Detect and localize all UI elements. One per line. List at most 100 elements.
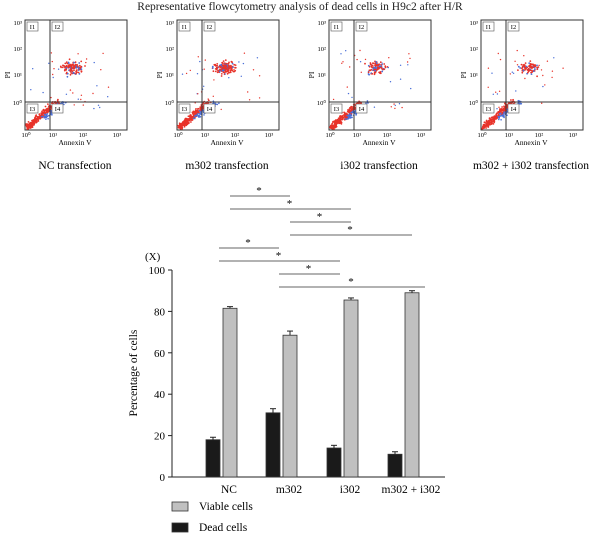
flow-x-tick-label: 10⁰ bbox=[21, 131, 31, 139]
y-tick-label: 80 bbox=[154, 306, 166, 318]
flow-y-axis-title: PI bbox=[155, 71, 164, 78]
quadrant-label: I3 bbox=[30, 106, 35, 113]
quadrant-label: I4 bbox=[55, 106, 61, 113]
flow-y-axis-title: PI bbox=[307, 71, 316, 78]
quadrant-label-box bbox=[51, 103, 64, 114]
bar-chart: 0 20 40 60 80 100 (X) Percentage of cells NC m302… bbox=[128, 251, 445, 496]
significance-star: * bbox=[245, 237, 251, 249]
legend-label-dead: Dead cells bbox=[199, 522, 248, 534]
bar-viable-cells bbox=[222, 307, 238, 478]
quadrant-label-box bbox=[507, 103, 520, 114]
flow-y-tick-label: 10¹ bbox=[470, 72, 479, 79]
bar-viable-cells bbox=[343, 299, 359, 478]
bar-dead-cells bbox=[265, 412, 281, 478]
significance-star: * bbox=[348, 276, 354, 288]
flow-y-tick-label: 10³ bbox=[166, 20, 175, 27]
legend-swatch-dead bbox=[171, 522, 189, 533]
bar-dead-cells bbox=[205, 439, 221, 478]
x-tick-label: i302 bbox=[340, 484, 361, 496]
quadrant-label: I1 bbox=[334, 24, 339, 31]
x-tick-label: NC bbox=[221, 484, 237, 496]
y-tick-label: 20 bbox=[154, 431, 166, 443]
flow-x-tick-label: 10³ bbox=[417, 132, 426, 139]
flow-x-tick-label: 10⁰ bbox=[477, 131, 487, 139]
flow-panel: I1 I2 I3 I4 10³ 10² 10¹ 10⁰ 10⁰ 10¹ 10² 10³ PI Annexi… bbox=[459, 19, 589, 172]
legend-swatch-viable bbox=[171, 501, 189, 512]
quadrant-label-box bbox=[355, 21, 368, 32]
quadrant-label-box bbox=[482, 103, 495, 114]
bar-dead-cells bbox=[326, 447, 342, 478]
flow-y-tick-label: 10¹ bbox=[14, 72, 23, 79]
quadrant-label: I2 bbox=[359, 24, 364, 31]
flow-x-axis-title: Annexin V bbox=[515, 138, 549, 147]
significance-star: * bbox=[317, 211, 323, 223]
quadrant-label-box bbox=[178, 21, 191, 32]
flow-x-tick-label: 10² bbox=[231, 132, 240, 139]
quadrant-label: I2 bbox=[511, 24, 516, 31]
flow-panel: I1 I2 I3 I4 10³ 10² 10¹ 10⁰ 10⁰ 10¹ 10² 10³ PI Annexi… bbox=[307, 19, 432, 172]
significance-annotations: * * * * * * * * bbox=[219, 185, 425, 288]
flow-y-tick-label: 10² bbox=[470, 46, 479, 53]
flow-y-tick-label: 10¹ bbox=[166, 72, 175, 79]
figure-title: Representative flowcytometry analysis of… bbox=[137, 1, 463, 13]
significance-star: * bbox=[287, 198, 293, 210]
flow-panel: I1 I2 I3 I4 10³ 10² 10¹ 10⁰ 10⁰ 10¹ 10² 10³ PI Annexi… bbox=[155, 19, 280, 172]
flow-x-tick-label: 10¹ bbox=[353, 132, 362, 139]
chart-legend: Viable cells Dead cells bbox=[171, 501, 253, 534]
quadrant-label: I4 bbox=[511, 106, 517, 113]
x-tick-label: m302 bbox=[276, 484, 302, 496]
quadrant-label: I4 bbox=[359, 106, 365, 113]
quadrant-label: I3 bbox=[486, 106, 491, 113]
quadrant-label: I2 bbox=[207, 24, 212, 31]
flow-y-tick-label: 10³ bbox=[318, 20, 327, 27]
quadrant-label: I3 bbox=[334, 106, 339, 113]
quadrant-label-box bbox=[330, 21, 343, 32]
flow-x-tick-label: 10² bbox=[79, 132, 88, 139]
y-tick-label: 40 bbox=[154, 389, 166, 401]
flow-x-tick-label: 10⁰ bbox=[173, 131, 183, 139]
y-tick-label: 100 bbox=[149, 265, 166, 277]
flow-panel-caption: m302 transfection bbox=[185, 160, 269, 172]
quadrant-label: I4 bbox=[207, 106, 213, 113]
flow-y-axis-title: PI bbox=[459, 71, 468, 78]
flow-x-tick-label: 10² bbox=[383, 132, 392, 139]
quadrant-label-box bbox=[26, 21, 39, 32]
flow-x-tick-label: 10³ bbox=[569, 132, 578, 139]
quadrant-label-box bbox=[203, 103, 216, 114]
significance-star: * bbox=[306, 263, 312, 275]
quadrant-label: I1 bbox=[486, 24, 491, 31]
y-axis-title: Percentage of cells bbox=[128, 329, 140, 416]
flow-panel-caption: m302 + i302 transfection bbox=[473, 160, 589, 172]
flow-panel: I1 I2 I3 I4 10³ 10² 10¹ 10⁰ 10⁰ 10¹ 10² 10³ PI Annexi… bbox=[3, 19, 128, 172]
quadrant-label-box bbox=[330, 103, 343, 114]
y-tick-label: 60 bbox=[154, 348, 166, 360]
flow-y-tick-label: 10⁰ bbox=[165, 99, 175, 107]
quadrant-label-box bbox=[51, 21, 64, 32]
flow-y-tick-label: 10² bbox=[166, 46, 175, 53]
flow-x-tick-label: 10¹ bbox=[505, 132, 514, 139]
flow-plot-frame bbox=[24, 19, 128, 131]
legend-label-viable: Viable cells bbox=[199, 501, 253, 513]
y-unit-label: (X) bbox=[145, 251, 161, 263]
flow-x-tick-label: 10¹ bbox=[201, 132, 210, 139]
flow-y-tick-label: 10² bbox=[14, 46, 23, 53]
flow-panel-caption: i302 transfection bbox=[340, 160, 418, 172]
quadrant-label: I1 bbox=[182, 24, 187, 31]
quadrant-label-box bbox=[178, 103, 191, 114]
flow-y-tick-label: 10¹ bbox=[318, 72, 327, 79]
bar-dead-cells bbox=[387, 453, 403, 478]
flow-x-axis-title: Annexin V bbox=[363, 138, 397, 147]
quadrant-label-box bbox=[26, 103, 39, 114]
quadrant-label-box bbox=[507, 21, 520, 32]
quadrant-label-box bbox=[355, 103, 368, 114]
flow-y-tick-label: 10⁰ bbox=[317, 99, 327, 107]
flow-x-tick-label: 10¹ bbox=[49, 132, 58, 139]
flow-y-tick-label: 10³ bbox=[14, 20, 23, 27]
flow-x-axis-title: Annexin V bbox=[211, 138, 245, 147]
flow-x-axis-title: Annexin V bbox=[59, 138, 93, 147]
flow-x-tick-label: 10⁰ bbox=[325, 131, 335, 139]
bar-viable-cells bbox=[282, 334, 298, 478]
quadrant-label-box bbox=[203, 21, 216, 32]
quadrant-label: I2 bbox=[55, 24, 60, 31]
